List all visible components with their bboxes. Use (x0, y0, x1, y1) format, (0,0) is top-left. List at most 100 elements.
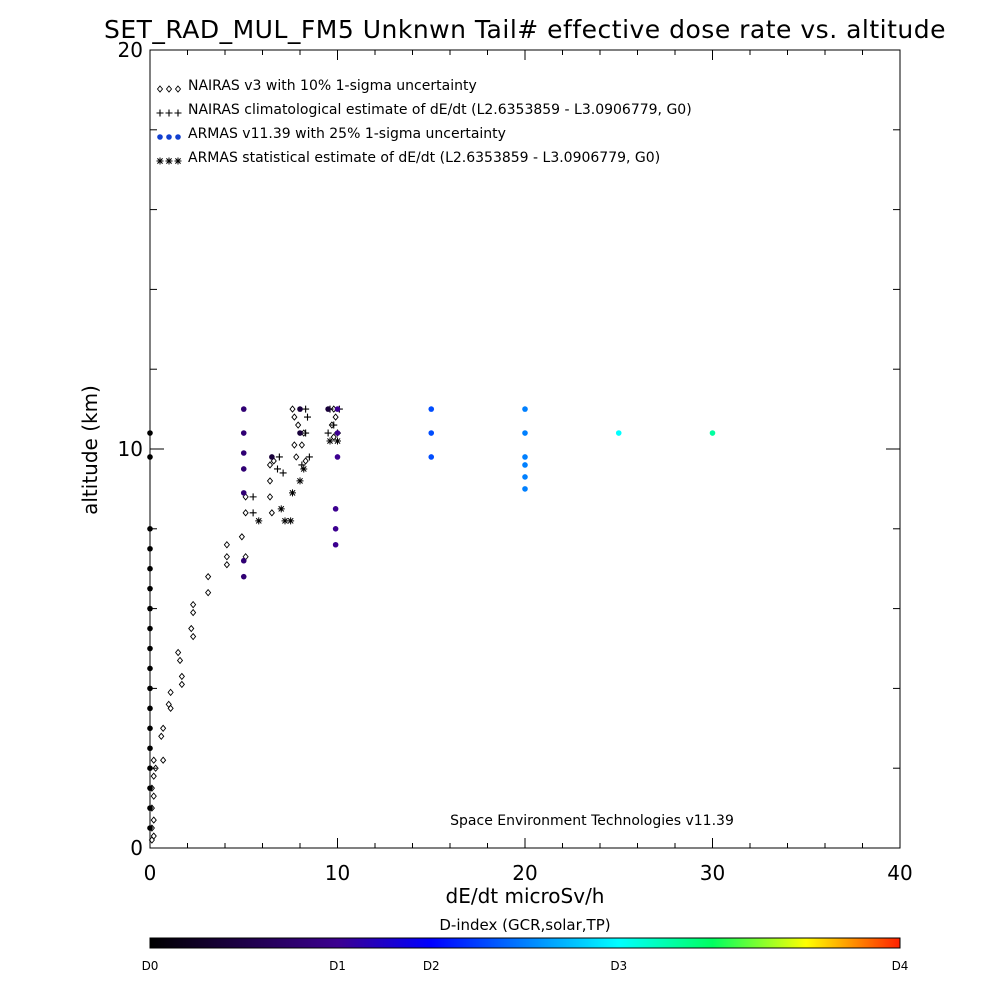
legend-marker (175, 134, 181, 140)
data-point-series-2 (297, 430, 303, 436)
data-point-series-2 (147, 665, 153, 672)
data-point-series-2 (147, 605, 153, 612)
data-point-series-1 (304, 413, 311, 421)
data-point-series-3 (296, 477, 304, 485)
data-point-series-2 (334, 454, 341, 460)
data-point-series-1 (302, 405, 310, 413)
data-point-series-0 (158, 732, 165, 740)
data-point-series-2 (428, 454, 435, 460)
data-point-series-2 (147, 745, 153, 752)
x-tick-label: 0 (144, 861, 157, 885)
data-point-series-0 (150, 816, 157, 824)
data-point-series-0 (293, 453, 300, 461)
legend-marker (165, 157, 173, 165)
data-point-series-2 (147, 725, 153, 732)
plot-frame (149, 49, 901, 849)
axis-tick-labels: 0 10 20 30 40 0 10 20 (118, 38, 913, 885)
data-point-series-3 (334, 437, 341, 445)
legend-marker (174, 85, 182, 93)
data-point-series-2 (147, 765, 153, 771)
data-point-series-0 (270, 457, 277, 465)
data-point-series-2 (332, 541, 339, 548)
data-point-series-0 (266, 493, 274, 501)
data-point-series-2 (147, 585, 153, 592)
data-point-series-1 (249, 509, 257, 517)
data-point-series-2 (240, 450, 247, 456)
legend-marker (166, 134, 172, 140)
data-point-series-1 (274, 465, 281, 473)
legend-marker (156, 85, 164, 93)
data-point-series-2 (147, 625, 153, 632)
data-point-series-1 (324, 429, 332, 437)
colorbar-label: D4 (892, 959, 909, 973)
data-point-series-1 (330, 421, 338, 429)
data-point-series-2 (147, 430, 153, 436)
data-point-series-0 (266, 461, 274, 469)
data-point-series-0 (150, 832, 157, 840)
y-tick-label: 20 (118, 38, 143, 62)
data-point-series-2 (240, 490, 247, 496)
data-point-series-2 (709, 430, 716, 436)
data-point-series-2 (522, 430, 528, 436)
data-point-series-2 (147, 645, 153, 652)
y-tick-label: 10 (118, 437, 143, 461)
data-point-series-2 (325, 406, 331, 412)
data-point-series-0 (298, 441, 305, 449)
data-point-series-2 (334, 430, 341, 436)
legend-marker (174, 157, 182, 165)
data-point-series-2 (147, 785, 153, 791)
data-point-series-2 (240, 573, 247, 580)
data-point-series-2 (147, 526, 153, 532)
legend: NAIRAS v3 with 10% 1-sigma uncertainty NA… (156, 78, 692, 166)
data-point-series-0 (268, 509, 275, 517)
colorbar-label: D3 (610, 959, 627, 973)
data-point-series-0 (190, 608, 197, 617)
data-point-series-0 (176, 656, 184, 665)
legend-label: ARMAS statistical estimate of dE/dt (L2.… (188, 150, 660, 166)
x-axis-label: dE/dt microSv/h (446, 884, 605, 908)
data-point-series-1 (302, 429, 310, 437)
data-point-series-2 (240, 430, 247, 436)
data-point-series-0 (223, 541, 230, 549)
data-point-series-0 (266, 477, 274, 485)
data-point-series-0 (330, 433, 337, 441)
data-point-series-2 (240, 406, 247, 412)
data-point-series-2 (147, 565, 153, 572)
data-point-series-2 (240, 557, 247, 564)
data-point-series-1 (279, 469, 287, 477)
data-point-series-0 (223, 553, 230, 561)
data-point-series-1 (305, 453, 313, 461)
y-axis-label: altitude (km) (78, 385, 102, 515)
data-point-series-2 (615, 430, 622, 436)
legend-marker (157, 134, 163, 140)
colorbar-label: D2 (423, 959, 440, 973)
data-point-series-0 (291, 441, 298, 449)
data-point-series-2 (147, 825, 153, 831)
legend-marker (165, 85, 173, 93)
data-point-series-2 (240, 466, 247, 472)
data-point-series-0 (205, 588, 212, 597)
data-point-series-0 (178, 680, 185, 689)
data-point-series-2 (334, 406, 341, 412)
data-point-series-2 (522, 462, 528, 468)
legend-marker (156, 157, 164, 165)
data-point-series-0 (150, 792, 157, 800)
data-point-series-2 (147, 805, 153, 811)
data-point-series-3 (281, 517, 289, 525)
data-point-series-0 (205, 572, 212, 581)
legend-marker (165, 109, 173, 117)
legend-marker (174, 109, 182, 117)
data-point-series-3 (287, 517, 295, 525)
data-point-series-2 (428, 406, 435, 412)
data-point-series-0 (178, 672, 185, 681)
credit-annotation: Space Environment Technologies v11.39 (450, 813, 734, 829)
data-point-series-0 (332, 413, 339, 421)
legend-label: ARMAS v11.39 with 25% 1-sigma uncertaint… (188, 126, 506, 142)
data-point-series-2 (147, 705, 153, 712)
data-point-series-0 (223, 561, 230, 569)
legend-label: NAIRAS v3 with 10% 1-sigma uncertainty (188, 78, 477, 94)
data-points (147, 405, 716, 844)
data-point-series-2 (522, 486, 528, 492)
data-point-series-0 (160, 724, 167, 733)
